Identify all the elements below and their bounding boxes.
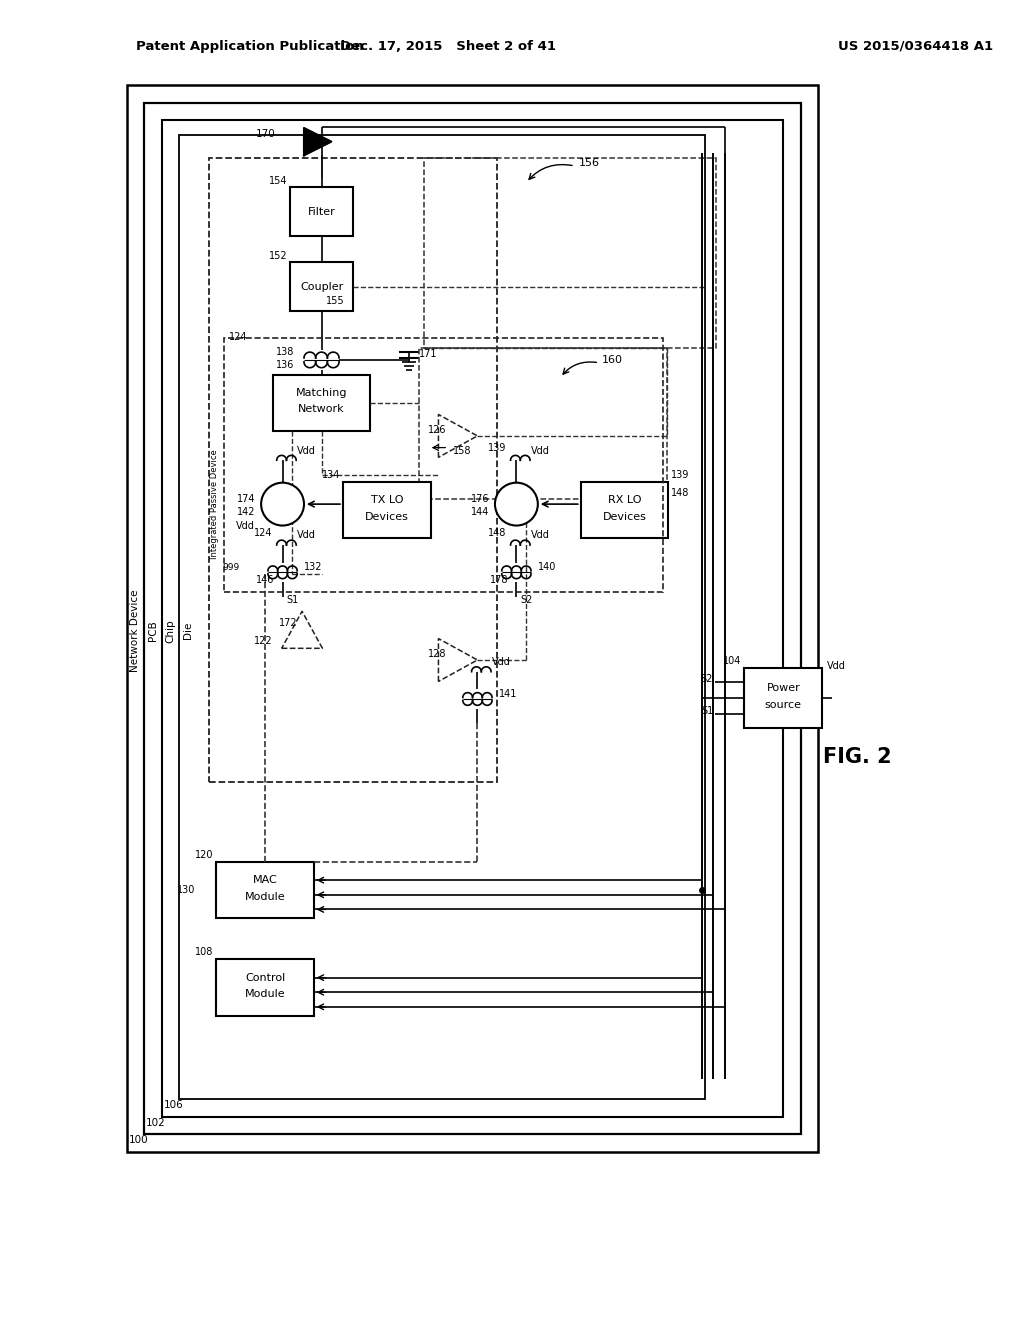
Text: FIG. 2: FIG. 2 (823, 747, 892, 767)
Text: source: source (765, 700, 802, 710)
Text: TX LO: TX LO (371, 495, 403, 506)
Bar (272, 375, 371, 432)
Text: 132: 132 (304, 562, 323, 573)
Text: 140: 140 (538, 562, 556, 573)
Text: 138: 138 (275, 347, 294, 358)
Text: 130: 130 (176, 884, 195, 895)
Text: 155: 155 (327, 296, 345, 306)
Text: 160: 160 (602, 355, 624, 364)
Text: Vdd: Vdd (237, 520, 255, 531)
Text: 139: 139 (488, 442, 507, 453)
Text: Patent Application Publication: Patent Application Publication (136, 40, 365, 53)
Text: 154: 154 (269, 176, 288, 186)
Bar (127, 86, 818, 1152)
Text: 126: 126 (428, 425, 446, 436)
Text: Vdd: Vdd (297, 531, 316, 540)
Text: Vdd: Vdd (531, 446, 550, 455)
Text: RX LO: RX LO (608, 495, 641, 506)
Circle shape (261, 483, 304, 525)
Text: Module: Module (245, 989, 286, 999)
Text: Devices: Devices (365, 512, 409, 521)
Text: Vdd: Vdd (297, 446, 316, 455)
Text: 102: 102 (146, 1118, 166, 1127)
Text: 128: 128 (428, 649, 446, 659)
Bar (210, 158, 497, 781)
Text: 178: 178 (490, 576, 509, 585)
Text: Vdd: Vdd (493, 657, 511, 667)
Text: Network Device: Network Device (130, 590, 140, 672)
Bar (291, 187, 352, 236)
Text: 148: 148 (672, 488, 690, 499)
Text: Vdd: Vdd (827, 661, 846, 671)
Text: 146: 146 (256, 576, 274, 585)
Text: 144: 144 (471, 507, 489, 517)
Text: Chip: Chip (166, 619, 175, 643)
Text: Devices: Devices (602, 512, 646, 521)
Bar (179, 135, 706, 1100)
Text: Power: Power (767, 684, 800, 693)
Bar (144, 103, 801, 1134)
Bar (224, 338, 663, 591)
Polygon shape (304, 128, 332, 156)
Bar (581, 482, 669, 539)
Text: Module: Module (245, 892, 286, 902)
Bar (419, 348, 668, 499)
Text: S1: S1 (701, 706, 713, 715)
Bar (291, 263, 352, 312)
Text: Coupler: Coupler (300, 282, 343, 292)
Text: 106: 106 (164, 1100, 183, 1110)
Text: Dec. 17, 2015   Sheet 2 of 41: Dec. 17, 2015 Sheet 2 of 41 (340, 40, 556, 53)
Text: PCB: PCB (148, 620, 158, 642)
Text: MAC: MAC (253, 875, 278, 886)
Bar (424, 158, 716, 348)
Text: 176: 176 (471, 494, 489, 504)
Text: 120: 120 (195, 850, 213, 859)
Text: Control: Control (245, 973, 285, 982)
Bar (216, 960, 313, 1015)
Text: Network: Network (298, 404, 345, 413)
Text: 136: 136 (275, 360, 294, 370)
Text: 122: 122 (254, 635, 272, 645)
Text: S1: S1 (287, 594, 299, 605)
Text: 148: 148 (488, 528, 507, 539)
Text: S2: S2 (520, 594, 532, 605)
Text: 108: 108 (195, 948, 213, 957)
Bar (216, 862, 313, 919)
Text: 170: 170 (256, 129, 275, 139)
Text: Vdd: Vdd (531, 531, 550, 540)
Text: Die: Die (183, 622, 194, 639)
Text: 174: 174 (237, 494, 255, 504)
Text: Matching: Matching (296, 388, 347, 399)
Text: 124: 124 (229, 331, 248, 342)
Text: 141: 141 (499, 689, 517, 700)
Text: 142: 142 (237, 507, 255, 517)
Text: 158: 158 (453, 446, 472, 455)
Text: 999: 999 (222, 562, 240, 572)
Text: Integrated Passive Device: Integrated Passive Device (210, 449, 219, 558)
Bar (162, 120, 783, 1117)
Text: Filter: Filter (307, 207, 336, 216)
Text: 139: 139 (672, 470, 690, 479)
Text: 134: 134 (322, 470, 340, 479)
Text: 172: 172 (279, 618, 297, 628)
Text: 104: 104 (723, 656, 741, 665)
Text: 100: 100 (129, 1135, 148, 1146)
Bar (744, 668, 822, 729)
Bar (343, 482, 431, 539)
Circle shape (495, 483, 538, 525)
Text: 124: 124 (254, 528, 272, 539)
Text: 156: 156 (579, 158, 600, 168)
Text: 152: 152 (269, 251, 288, 260)
Text: 171: 171 (419, 348, 437, 359)
Text: US 2015/0364418 A1: US 2015/0364418 A1 (838, 40, 993, 53)
Text: S2: S2 (700, 675, 713, 685)
